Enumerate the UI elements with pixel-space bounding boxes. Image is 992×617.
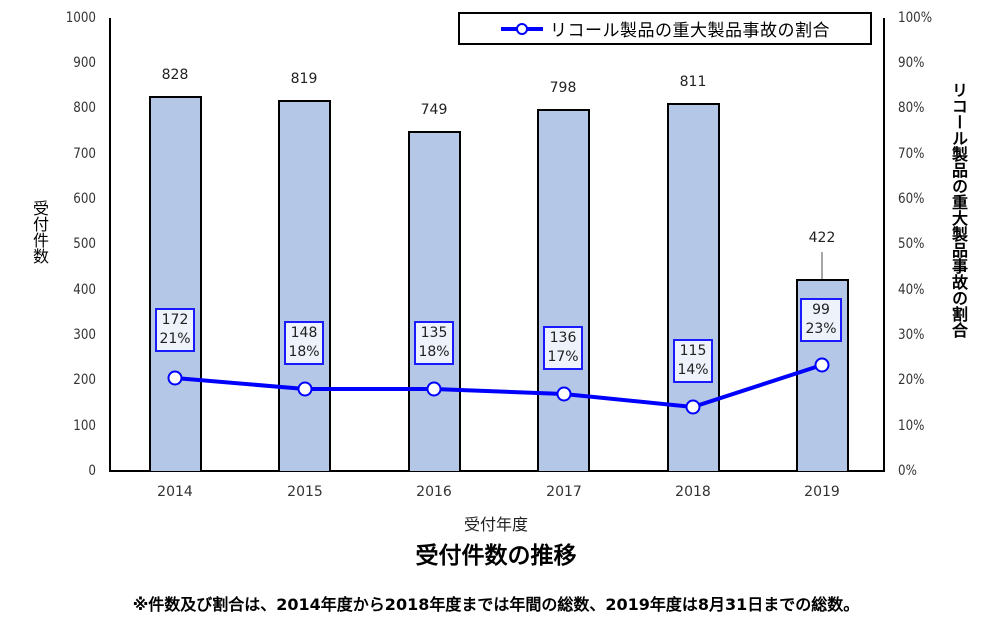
right-axis-line (883, 18, 885, 472)
pct-text: 17% (547, 349, 579, 365)
x-tick: 2018 (675, 484, 711, 500)
y-tick: 200 (73, 372, 96, 388)
bar-label: 749 (420, 102, 448, 118)
bar-2014 (149, 96, 202, 471)
leader-line (821, 252, 823, 279)
y-tick: 600 (73, 191, 96, 207)
bar-label: 811 (679, 74, 707, 90)
y2-tick: 0% (898, 463, 917, 479)
pct-text: 18% (418, 344, 450, 360)
pct-text: 18% (288, 344, 320, 360)
pct-text: 23% (805, 321, 837, 337)
count-text: 148 (290, 325, 318, 341)
y-tick: 100 (73, 418, 96, 434)
count-text: 115 (679, 343, 707, 359)
line-marker (556, 386, 572, 402)
bar-label: 798 (549, 80, 577, 96)
ratio-label-2016: 135 18% (414, 321, 454, 365)
ratio-label-2019: 99 23% (800, 298, 842, 342)
count-text: 172 (161, 312, 189, 328)
left-axis-line (109, 18, 111, 472)
x-tick: 2017 (546, 484, 582, 500)
bar-label: 422 (808, 230, 836, 246)
y2-tick: 100% (898, 10, 933, 26)
y-tick: 1000 (65, 10, 96, 26)
y-tick: 0 (88, 463, 96, 479)
y2-tick: 20% (898, 372, 925, 388)
legend-label: リコール製品の重大製品事故の割合 (550, 21, 830, 41)
pct-text: 21% (159, 331, 191, 347)
pct-text: 14% (677, 362, 709, 378)
y2-tick: 10% (898, 418, 925, 434)
bar-2017 (537, 109, 590, 471)
y2-tick: 90% (898, 55, 925, 71)
line-marker (814, 357, 830, 373)
line-marker (685, 399, 701, 415)
y-tick: 900 (73, 55, 96, 71)
y-tick: 300 (73, 327, 96, 343)
y-axis-title: 受付件数 (30, 200, 49, 264)
line-marker (297, 381, 313, 397)
y2-tick: 70% (898, 146, 925, 162)
legend: リコール製品の重大製品事故の割合 (458, 12, 872, 45)
y2-tick: 80% (898, 100, 925, 116)
x-tick: 2015 (287, 484, 323, 500)
line-marker (167, 370, 183, 386)
bar-2016 (408, 131, 461, 471)
bar-label: 819 (290, 71, 318, 87)
bar-label: 828 (161, 67, 189, 83)
ratio-label-2018: 115 14% (673, 339, 713, 383)
chart-title: 受付件数の推移 (415, 543, 577, 569)
x-tick: 2014 (157, 484, 193, 500)
x-axis-title: 受付年度 (463, 515, 528, 534)
y2-tick: 60% (898, 191, 925, 207)
footnote: ※件数及び割合は、2014年度から2018年度までは年間の総数、2019年度は8… (132, 595, 860, 614)
x-axis-line (109, 470, 885, 472)
count-text: 99 (812, 302, 830, 318)
y-tick: 700 (73, 146, 96, 162)
y-tick: 800 (73, 100, 96, 116)
count-text: 136 (549, 330, 577, 346)
bar-2015 (278, 100, 331, 471)
y-tick: 500 (73, 236, 96, 252)
x-tick: 2016 (416, 484, 452, 500)
ratio-label-2014: 172 21% (155, 308, 195, 352)
y-tick: 400 (73, 282, 96, 298)
ratio-label-2015: 148 18% (284, 321, 324, 365)
y2-axis-title: リコール製品の重大製品事故の割合 (949, 82, 968, 338)
x-tick: 2019 (804, 484, 840, 500)
y2-tick: 40% (898, 282, 925, 298)
count-text: 135 (420, 325, 448, 341)
y2-tick: 30% (898, 327, 925, 343)
legend-line-marker-icon (501, 22, 543, 35)
line-marker (426, 381, 442, 397)
ratio-label-2017: 136 17% (543, 326, 583, 370)
y2-tick: 50% (898, 236, 925, 252)
